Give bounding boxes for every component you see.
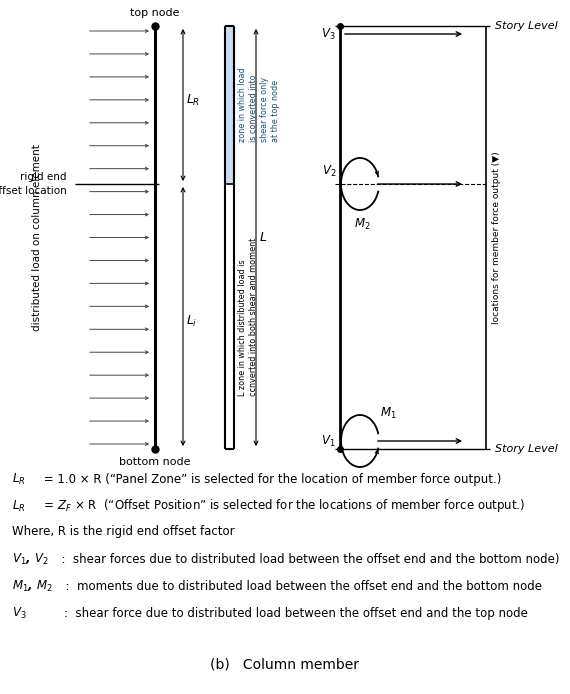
Text: $V_1$, $V_2$: $V_1$, $V_2$ <box>12 552 48 566</box>
Text: Where, R is the rigid end offset factor: Where, R is the rigid end offset factor <box>12 525 235 539</box>
Text: bottom node: bottom node <box>119 457 191 467</box>
Text: $V_3$: $V_3$ <box>321 26 336 42</box>
Text: $V_2$: $V_2$ <box>321 164 336 179</box>
Text: (b)   Column member: (b) Column member <box>210 657 360 671</box>
Text: :  moments due to distributed load between the offset end and the bottom node: : moments due to distributed load betwee… <box>58 579 542 593</box>
Text: locations for member force output (▼): locations for member force output (▼) <box>492 151 501 324</box>
Text: $L_R$: $L_R$ <box>12 498 26 514</box>
Text: = $Z_F$ × R  (“Offset Position” is selected for the locations of member force ou: = $Z_F$ × R (“Offset Position” is select… <box>40 498 525 514</box>
Text: Story Level: Story Level <box>495 444 558 454</box>
Text: $M_2$: $M_2$ <box>354 217 370 232</box>
Text: $L_R$: $L_R$ <box>12 471 26 486</box>
Text: distributed load on column element: distributed load on column element <box>32 144 42 331</box>
Text: $V_3$: $V_3$ <box>12 605 27 620</box>
Bar <box>225 26 234 184</box>
Text: :  shear force due to distributed load between the offset end and the top node: : shear force due to distributed load be… <box>34 607 528 620</box>
Text: $M_1$, $M_2$: $M_1$, $M_2$ <box>12 579 53 593</box>
Text: $V_1$: $V_1$ <box>321 434 336 448</box>
Text: = 1.0 × R (“Panel Zone” is selected for the location of member force output.): = 1.0 × R (“Panel Zone” is selected for … <box>40 473 502 486</box>
Text: top node: top node <box>131 8 180 18</box>
Text: $L_R$: $L_R$ <box>186 92 200 108</box>
Text: Story Level: Story Level <box>495 21 558 31</box>
Text: rigid end
offset location: rigid end offset location <box>0 172 67 196</box>
Text: $L_i$: $L_i$ <box>186 314 197 329</box>
Text: $M_1$: $M_1$ <box>380 406 397 421</box>
Text: zone in which load
is converted into
shear force only
at the top node: zone in which load is converted into she… <box>238 68 280 142</box>
Text: $L$: $L$ <box>259 231 267 244</box>
Text: :  shear forces due to distributed load between the offset end and the bottom no: : shear forces due to distributed load b… <box>54 552 560 566</box>
Text: L zone in which distributed load is
ccnverted into both shear and moment: L zone in which distributed load is ccnv… <box>238 237 258 396</box>
